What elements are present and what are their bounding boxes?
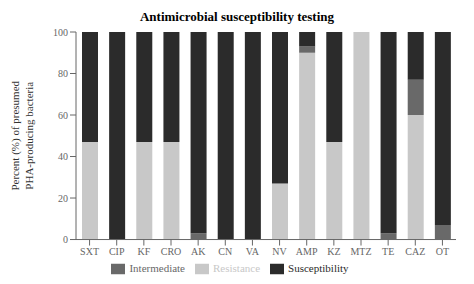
svg-text:VA: VA — [246, 246, 260, 257]
svg-text:CRO: CRO — [161, 246, 182, 257]
svg-text:NV: NV — [272, 246, 287, 257]
svg-text:CIP: CIP — [109, 246, 125, 257]
svg-text:KF: KF — [137, 246, 150, 257]
svg-text:AMP: AMP — [296, 246, 318, 257]
svg-text:TE: TE — [382, 246, 394, 257]
svg-text:OT: OT — [436, 246, 449, 257]
html-text:Resistance: Resistance — [213, 261, 261, 274]
svg-text:60: 60 — [58, 110, 68, 121]
svg-text:MTZ: MTZ — [350, 246, 371, 257]
svg-text:KZ: KZ — [327, 246, 340, 257]
svg-text:AK: AK — [191, 246, 206, 257]
svg-text:SXT: SXT — [80, 246, 99, 257]
svg-text:CN: CN — [218, 246, 232, 257]
svg-text:80: 80 — [58, 68, 68, 79]
svg-text:40: 40 — [58, 151, 68, 162]
html-text:Intermediate: Intermediate — [129, 261, 185, 274]
svg-text:0: 0 — [63, 234, 68, 245]
html-text:Antimicrobial susceptibility t: Antimicrobial susceptibility testing — [140, 9, 334, 24]
svg-text:CAZ: CAZ — [405, 246, 425, 257]
svg-text:Percent (%) of presumedPHA-pro: Percent (%) of presumedPHA-producing bac… — [9, 80, 34, 190]
html-text:Susceptibility: Susceptibility — [288, 261, 349, 274]
svg-text:20: 20 — [58, 193, 68, 204]
svg-text:100: 100 — [53, 27, 68, 38]
